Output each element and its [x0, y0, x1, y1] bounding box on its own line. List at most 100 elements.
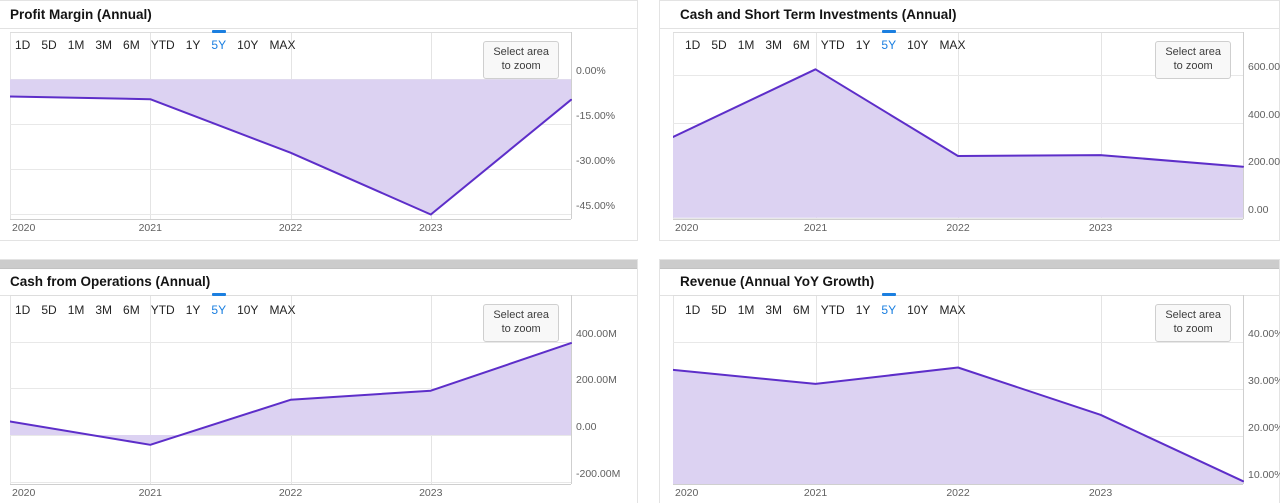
range-button-1y[interactable]: 1Y	[185, 303, 201, 317]
range-button-max[interactable]: MAX	[269, 38, 296, 52]
y-axis-label: 400.00M	[1248, 108, 1280, 121]
y-axis-label: -45.00%	[576, 200, 616, 213]
y-axis-label: -15.00%	[576, 110, 616, 123]
area-fill	[10, 79, 571, 215]
x-axis-label: 2023	[419, 487, 443, 499]
range-button-1y[interactable]: 1Y	[855, 303, 871, 317]
panel-title-row: Profit Margin (Annual)	[0, 1, 637, 29]
chart-plot-area[interactable]	[10, 32, 572, 220]
select-area-to-zoom-button[interactable]: Select area to zoom	[1155, 304, 1231, 342]
range-selector: 1D 5D 1M 3M 6M YTD 1Y 5Y 10Y MAX	[685, 38, 965, 52]
chart-plot-area[interactable]	[673, 295, 1244, 485]
range-button-5d[interactable]: 5D	[41, 303, 57, 317]
range-button-6m[interactable]: 6M	[793, 303, 810, 317]
chart-title: Profit Margin (Annual)	[10, 7, 152, 22]
chart-panel-revenue-yoy-growth: Revenue (Annual YoY Growth) 40.00% 30.00%…	[659, 259, 1280, 503]
x-axis-label: 2020	[675, 222, 699, 234]
zoom-button-label: to zoom	[501, 322, 541, 335]
selected-range-indicator	[211, 30, 226, 33]
area-fill	[10, 343, 571, 445]
range-button-1m[interactable]: 1M	[737, 38, 755, 52]
y-axis-label: 200.00M	[576, 374, 617, 387]
y-axis-label: -30.00%	[576, 155, 616, 168]
range-button-ytd[interactable]: YTD	[150, 303, 175, 317]
select-area-to-zoom-button[interactable]: Select area to zoom	[483, 304, 559, 342]
y-axis-label: 0.00%	[576, 65, 606, 78]
range-selector: 1D 5D 1M 3M 6M YTD 1Y 5Y 10Y MAX	[15, 303, 295, 317]
chart-area: 400.00M 200.00M 0.00 -200.00M 2020 2021 2022 20…	[0, 260, 637, 503]
range-button-5d[interactable]: 5D	[41, 38, 57, 52]
selected-range-indicator	[881, 293, 896, 296]
range-button-10y[interactable]: 10Y	[907, 303, 929, 317]
range-button-10y[interactable]: 10Y	[907, 38, 929, 52]
range-button-5d[interactable]: 5D	[711, 303, 727, 317]
range-button-ytd[interactable]: YTD	[820, 303, 845, 317]
series-line	[673, 68, 1244, 168]
selected-range-indicator	[881, 30, 896, 33]
range-button-1y[interactable]: 1Y	[855, 38, 871, 52]
zoom-button-label: to zoom	[1173, 59, 1213, 72]
range-button-1d[interactable]: 1D	[15, 303, 31, 317]
range-button-5d[interactable]: 5D	[711, 38, 727, 52]
range-button-3m[interactable]: 3M	[765, 303, 783, 317]
range-selector: 1D 5D 1M 3M 6M YTD 1Y 5Y 10Y MAX	[15, 38, 295, 52]
range-button-5y[interactable]: 5Y	[881, 38, 897, 52]
range-button-max[interactable]: MAX	[269, 303, 296, 317]
x-axis-label: 2021	[803, 487, 828, 499]
range-button-max[interactable]: MAX	[939, 38, 966, 52]
range-button-5y[interactable]: 5Y	[211, 303, 227, 317]
range-button-6m[interactable]: 6M	[123, 303, 140, 317]
chart-plot-area[interactable]	[673, 32, 1244, 220]
series-line	[10, 95, 572, 216]
chart-area: 0.00% -15.00% -30.00% -45.00% 2020 2021 2022 20…	[0, 1, 637, 240]
area-fill	[673, 69, 1243, 218]
y-axis-label: 400.00M	[576, 327, 617, 340]
zoom-button-label: to zoom	[501, 59, 541, 72]
area-fill	[673, 367, 1243, 484]
range-button-ytd[interactable]: YTD	[150, 38, 175, 52]
x-axis-label: 2022	[278, 222, 303, 234]
y-axis-label: 600.00M	[1248, 61, 1280, 74]
range-button-1d[interactable]: 1D	[685, 303, 701, 317]
x-axis-label: 2020	[675, 487, 699, 499]
chart-plot-area[interactable]	[10, 295, 572, 485]
y-axis-label: 40.00%	[1248, 328, 1280, 341]
panel-top-divider	[660, 260, 1279, 269]
x-axis-label: 2022	[278, 487, 303, 499]
x-axis-label: 2023	[1088, 487, 1113, 499]
y-axis-label: 0.00	[576, 421, 597, 433]
range-button-1m[interactable]: 1M	[67, 38, 85, 52]
y-axis-label: 30.00%	[1248, 375, 1280, 388]
x-axis-label: 2021	[138, 487, 162, 499]
x-axis-label: 2021	[138, 222, 162, 234]
range-selector: 1D 5D 1M 3M 6M YTD 1Y 5Y 10Y MAX	[685, 303, 965, 317]
range-button-3m[interactable]: 3M	[95, 303, 113, 317]
zoom-button-label: Select area	[1165, 309, 1221, 321]
range-button-ytd[interactable]: YTD	[820, 38, 845, 52]
range-button-5y[interactable]: 5Y	[881, 303, 897, 317]
chart-panel-profit-margin: Profit Margin (Annual) 0.00% -15.00% -30.0…	[0, 0, 638, 241]
range-button-1d[interactable]: 1D	[15, 38, 31, 52]
x-axis-label: 2021	[803, 222, 828, 234]
range-button-6m[interactable]: 6M	[793, 38, 810, 52]
range-button-5y[interactable]: 5Y	[211, 38, 227, 52]
y-axis-label: 200.00M	[1248, 156, 1280, 169]
range-button-3m[interactable]: 3M	[765, 38, 783, 52]
range-button-6m[interactable]: 6M	[123, 38, 140, 52]
chart-title: Cash from Operations (Annual)	[10, 274, 211, 289]
range-button-3m[interactable]: 3M	[95, 38, 113, 52]
range-button-1m[interactable]: 1M	[67, 303, 85, 317]
range-button-max[interactable]: MAX	[939, 303, 966, 317]
range-button-10y[interactable]: 10Y	[237, 38, 259, 52]
x-axis-label: 2020	[12, 487, 36, 499]
panel-top-divider	[0, 260, 637, 269]
range-button-10y[interactable]: 10Y	[237, 303, 259, 317]
y-axis-label: 20.00%	[1248, 421, 1280, 434]
select-area-to-zoom-button[interactable]: Select area to zoom	[1155, 41, 1231, 79]
range-button-1d[interactable]: 1D	[685, 38, 701, 52]
range-button-1m[interactable]: 1M	[737, 303, 755, 317]
select-area-to-zoom-button[interactable]: Select area to zoom	[483, 41, 559, 79]
y-axis-label: 0.00	[1248, 203, 1269, 216]
range-button-1y[interactable]: 1Y	[185, 38, 201, 52]
